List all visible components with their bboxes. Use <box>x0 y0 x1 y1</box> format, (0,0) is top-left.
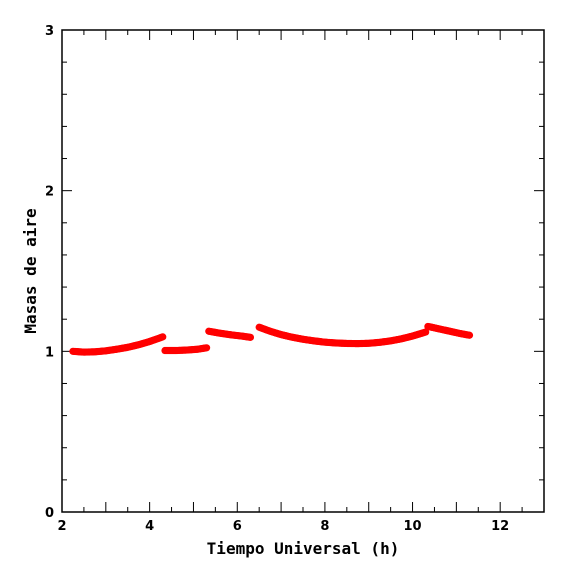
x-tick-label: 8 <box>320 519 329 534</box>
x-tick-label: 10 <box>403 519 421 534</box>
plot-frame <box>61 29 545 513</box>
data-points <box>69 322 474 356</box>
y-tick-label: 3 <box>45 24 54 39</box>
x-tick-label: 4 <box>145 519 154 534</box>
data-point <box>203 344 211 352</box>
data-point <box>246 333 255 341</box>
data-point <box>465 331 474 339</box>
y-axis-title: Masas de aire <box>21 208 40 333</box>
axis-ticks <box>61 29 545 513</box>
y-tick-label: 0 <box>45 506 54 521</box>
data-point <box>159 333 167 341</box>
data-point <box>422 328 430 336</box>
x-tick-label: 12 <box>491 519 509 534</box>
y-tick-label: 1 <box>45 345 54 360</box>
x-tick-label: 2 <box>57 519 66 534</box>
x-axis-title: Tiempo Universal (h) <box>207 539 400 558</box>
x-tick-label: 6 <box>233 519 242 534</box>
y-tick-label: 2 <box>45 185 54 200</box>
